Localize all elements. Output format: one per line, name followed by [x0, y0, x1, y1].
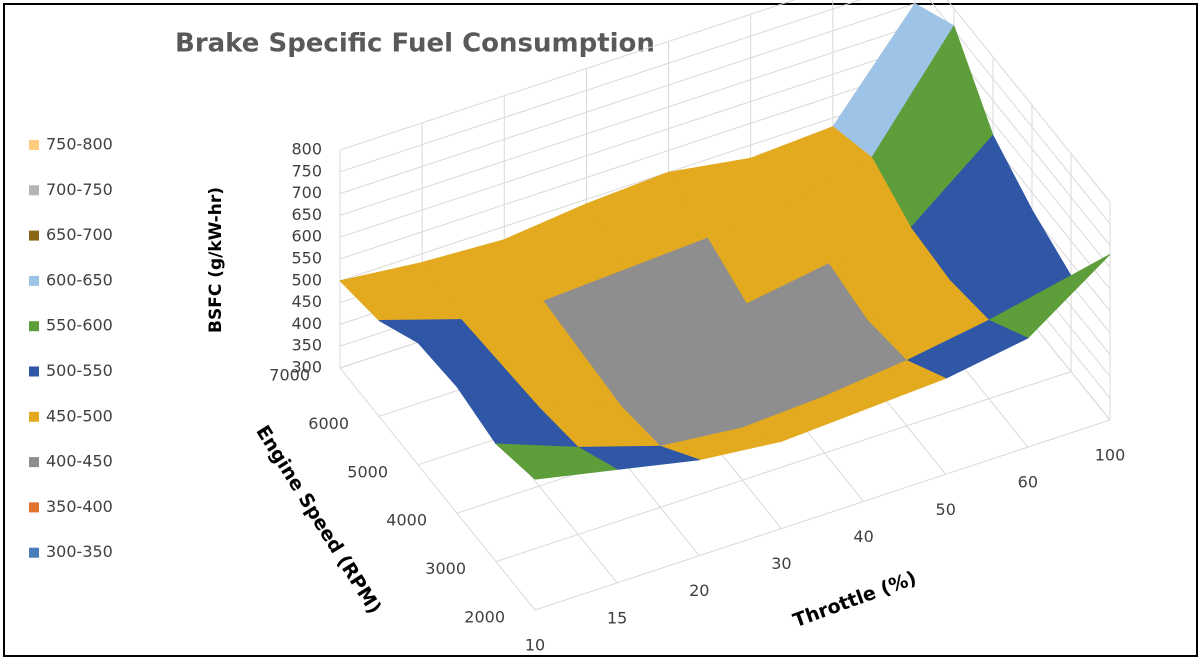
z-axis-title: BSFC (g/kW-hr): [206, 187, 226, 333]
z-tick-label: 800: [291, 140, 322, 159]
legend-swatch: [29, 366, 39, 377]
y-tick-label: 3000: [425, 559, 466, 578]
legend-swatch: [29, 411, 39, 422]
legend-swatch: [29, 457, 39, 468]
grid-line: [339, 0, 1111, 203]
legend-label: 700-750: [46, 180, 113, 199]
x-tick-label: 15: [607, 608, 627, 627]
legend-swatch: [29, 140, 39, 150]
legend-label: 600-650: [46, 270, 113, 289]
y-tick-label: 6000: [308, 414, 349, 433]
grid-line: [339, 0, 1111, 225]
z-tick-label: 500: [291, 270, 322, 289]
grid-line: [534, 202, 1111, 611]
legend-label: 650-700: [46, 225, 113, 244]
y-tick-label: 7000: [269, 366, 310, 385]
x-tick-label: 100: [1095, 446, 1126, 465]
z-tick-label: 550: [291, 249, 322, 268]
surface-cell: [495, 443, 618, 480]
z-tick-label: 400: [291, 314, 322, 333]
y-tick-label: 2000: [464, 608, 505, 627]
z-tick-label: 600: [291, 227, 322, 246]
x-tick-label: 20: [689, 581, 709, 600]
z-tick-label: 650: [291, 205, 322, 224]
legend-label: 550-600: [46, 316, 113, 335]
z-tick-label: 350: [291, 336, 322, 355]
y-tick-label: 4000: [386, 511, 427, 530]
legend-swatch: [29, 547, 39, 558]
z-tick-label: 300: [291, 358, 322, 377]
legend-swatch: [29, 275, 39, 286]
chart-title: Brake Specific Fuel Consumption: [175, 29, 655, 59]
x-tick-label: 10: [525, 636, 545, 655]
x-tick-label: 60: [1018, 473, 1038, 492]
legend-label: 400-450: [46, 452, 113, 471]
legend-label: 750-800: [46, 135, 113, 154]
legend-swatch: [29, 321, 39, 332]
legend-label: 300-350: [46, 542, 113, 561]
z-tick-label: 700: [291, 183, 322, 202]
legend-swatch: [29, 502, 39, 513]
legend-swatch: [29, 185, 39, 196]
x-tick-label: 50: [936, 500, 956, 519]
legend-label: 500-550: [46, 361, 113, 380]
x-tick-label: 30: [771, 554, 791, 573]
z-tick-label: 750: [291, 161, 322, 180]
x-tick-label: 40: [853, 527, 873, 546]
legend-swatch: [29, 230, 39, 241]
legend-label: 450-500: [46, 406, 113, 425]
y-tick-label: 5000: [347, 462, 388, 481]
z-tick-label: 450: [291, 292, 322, 311]
legend-label: 350-400: [46, 497, 113, 516]
grid-line: [495, 153, 1072, 563]
